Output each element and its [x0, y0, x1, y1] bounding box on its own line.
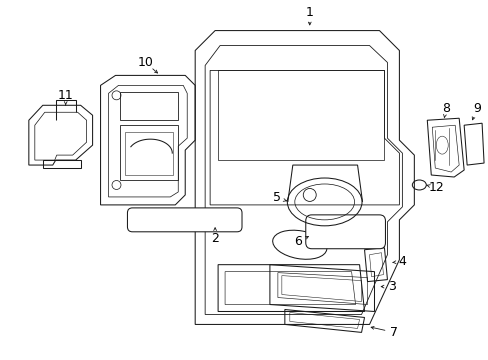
Text: 5: 5: [272, 192, 280, 204]
Text: 11: 11: [58, 89, 73, 102]
Text: 7: 7: [389, 326, 398, 339]
Text: 8: 8: [441, 102, 449, 115]
Text: 6: 6: [293, 235, 301, 248]
FancyBboxPatch shape: [127, 208, 242, 232]
Text: 2: 2: [211, 232, 219, 245]
Text: 10: 10: [137, 56, 153, 69]
Text: 3: 3: [387, 280, 396, 293]
Text: 9: 9: [472, 102, 480, 115]
FancyBboxPatch shape: [305, 215, 385, 249]
Text: 12: 12: [427, 181, 443, 194]
Text: 1: 1: [305, 6, 313, 19]
Text: 4: 4: [398, 255, 406, 268]
